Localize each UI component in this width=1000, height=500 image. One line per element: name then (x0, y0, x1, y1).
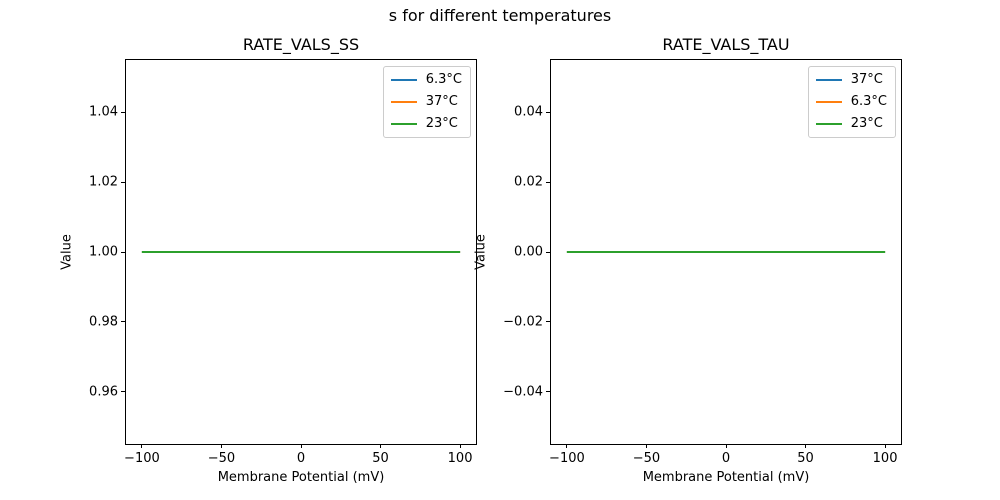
legend-line-swatch (390, 101, 417, 103)
y-axis-label: Value (59, 234, 75, 270)
y-tick-label: 0.00 (514, 244, 543, 260)
legend-item: 6.3°C (390, 72, 462, 88)
y-tick-mark (546, 321, 550, 323)
legend-line-swatch (815, 101, 842, 103)
legend-item: 37°C (390, 94, 462, 110)
x-axis-label: Membrane Potential (mV) (642, 470, 810, 485)
x-tick-label: −100 (549, 451, 585, 466)
x-tick-label: 0 (721, 451, 731, 466)
y-tick-mark (121, 251, 125, 253)
x-tick-label: −100 (124, 451, 160, 466)
legend-label: 6.3°C (850, 94, 887, 109)
y-tick-mark (121, 181, 125, 183)
legend-line-swatch (815, 123, 842, 125)
legend: 6.3°C 37°C 23°C (382, 66, 471, 138)
legend-label: 23°C (425, 116, 458, 131)
y-tick-label: −0.02 (503, 314, 543, 330)
plot-area (566, 251, 886, 253)
y-tick-label: 1.04 (89, 104, 118, 120)
subplot-rate-vals-tau: RATE_VALS_TAU Membrane Potential (mV) Va… (474, 35, 902, 485)
y-tick-mark (546, 111, 550, 113)
x-tick-mark (884, 444, 886, 448)
legend-line-swatch (815, 79, 842, 81)
legend-label: 37°C (850, 72, 883, 87)
x-axis-label: Membrane Potential (mV) (217, 470, 385, 485)
subplot-title: RATE_VALS_SS (242, 35, 360, 54)
legend-item: 23°C (815, 116, 887, 132)
figure-suptitle: s for different temperatures (388, 6, 612, 25)
x-tick-mark (141, 444, 143, 448)
y-tick-label: 0.98 (89, 314, 118, 330)
y-axis-label: Value (473, 234, 489, 270)
legend-label: 37°C (425, 94, 458, 109)
legend-line-swatch (390, 79, 417, 81)
legend-label: 23°C (850, 116, 883, 131)
y-tick-label: −0.04 (503, 384, 543, 400)
plot-area (141, 251, 461, 253)
x-tick-mark (300, 444, 302, 448)
x-tick-label: 100 (872, 451, 898, 466)
x-tick-mark (380, 444, 382, 448)
subplot-title: RATE_VALS_TAU (662, 35, 790, 54)
y-tick-label: 1.02 (89, 174, 118, 190)
legend-label: 6.3°C (425, 72, 462, 87)
y-tick-mark (121, 391, 125, 393)
y-tick-label: 1.00 (89, 244, 118, 260)
legend: 37°C 6.3°C 23°C (807, 66, 896, 138)
y-tick-mark (546, 391, 550, 393)
legend-item: 23°C (390, 116, 462, 132)
x-tick-mark (805, 444, 807, 448)
x-tick-mark (725, 444, 727, 448)
y-tick-mark (546, 181, 550, 183)
x-tick-label: −50 (207, 451, 236, 466)
x-tick-label: 50 (372, 451, 389, 466)
x-tick-mark (566, 444, 568, 448)
x-tick-label: 100 (447, 451, 473, 466)
x-tick-mark (220, 444, 222, 448)
x-tick-mark (645, 444, 647, 448)
legend-item: 6.3°C (815, 94, 887, 110)
x-tick-label: 50 (797, 451, 814, 466)
x-tick-mark (459, 444, 461, 448)
subplot-rate-vals-ss: RATE_VALS_SS Membrane Potential (mV) Val… (60, 35, 477, 485)
legend-line-swatch (390, 123, 417, 125)
x-tick-label: 0 (296, 451, 306, 466)
y-tick-mark (121, 321, 125, 323)
y-tick-mark (121, 111, 125, 113)
y-tick-label: 0.04 (514, 104, 543, 120)
y-tick-label: 0.96 (89, 384, 118, 400)
y-tick-label: 0.02 (514, 174, 543, 190)
legend-item: 37°C (815, 72, 887, 88)
y-tick-mark (546, 251, 550, 253)
x-tick-label: −50 (632, 451, 661, 466)
